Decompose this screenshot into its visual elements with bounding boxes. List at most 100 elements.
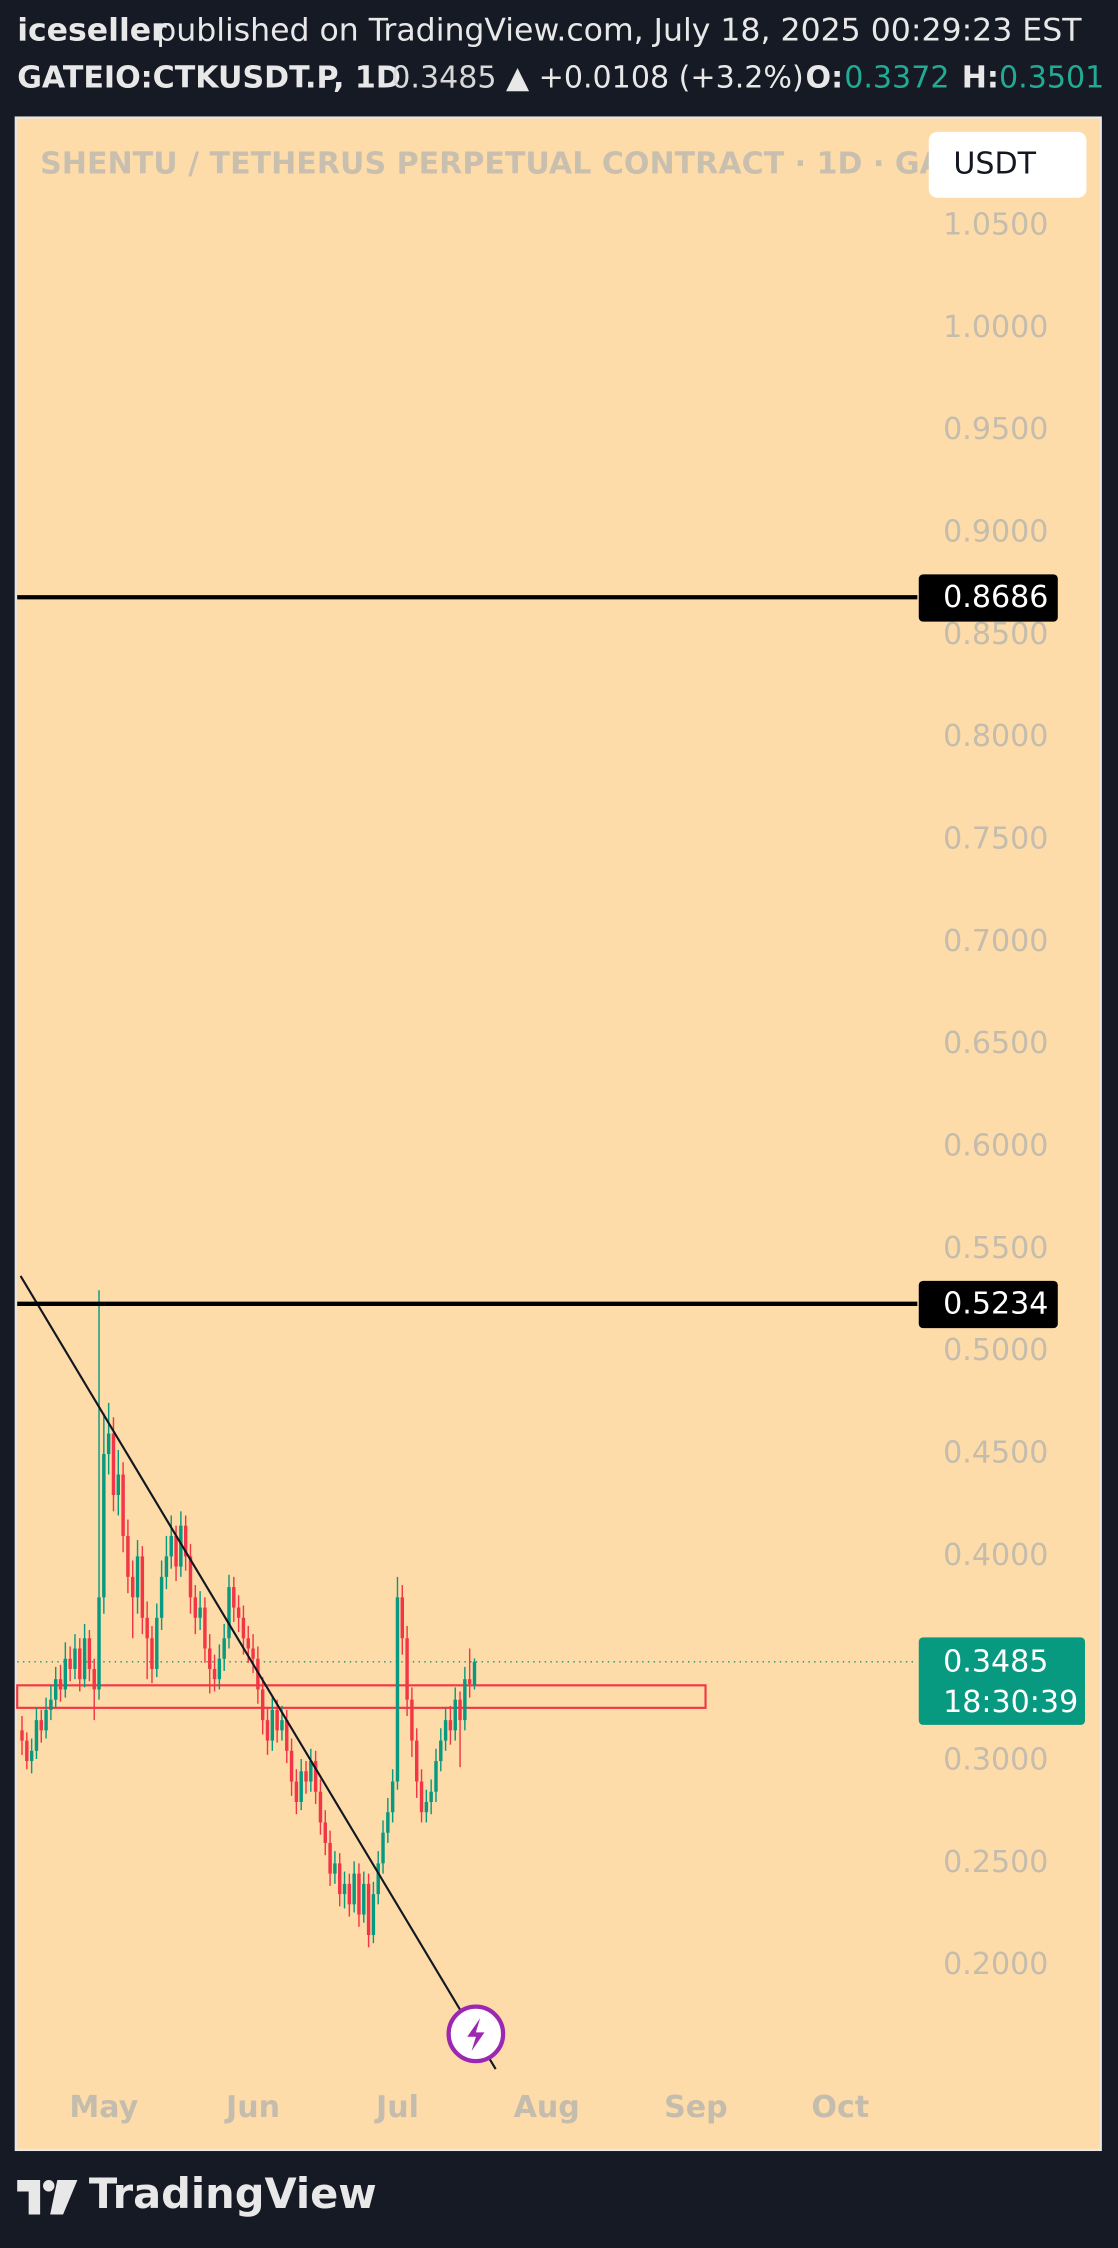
y-tick-label: 0.7500	[943, 822, 1048, 857]
candle-body	[44, 1709, 48, 1731]
symbol: GATEIO:CTKUSDT.P, 1D	[17, 60, 401, 95]
y-tick-label: 0.5500	[943, 1231, 1048, 1266]
candle-body	[410, 1699, 414, 1741]
candle-body	[439, 1740, 443, 1762]
logo-mark	[17, 2180, 41, 2215]
chart-panel	[14, 116, 1102, 2152]
chart-title: SHENTU / TETHERUS PERPETUAL CONTRACT · 1…	[40, 146, 981, 181]
candle-body	[381, 1832, 385, 1864]
candle-body	[299, 1771, 303, 1802]
price-line-label: 0.5234	[943, 1287, 1048, 1322]
candle-body	[193, 1597, 198, 1618]
candle-body	[34, 1720, 39, 1751]
candle-body	[179, 1525, 183, 1567]
logo-mark	[50, 2180, 78, 2215]
x-tick-label: Jun	[224, 2090, 280, 2125]
candle-body	[419, 1781, 424, 1813]
currency-button[interactable]	[928, 131, 1087, 198]
x-tick-label: Aug	[514, 2090, 580, 2125]
y-tick-label: 0.9500	[943, 412, 1048, 447]
candle-body	[342, 1883, 347, 1895]
candle-body	[232, 1587, 236, 1608]
candle-body	[260, 1689, 265, 1721]
candle-body	[102, 1454, 106, 1598]
candle-body	[443, 1720, 448, 1741]
x-tick-label: Sep	[664, 2090, 728, 2125]
candle-body	[313, 1761, 318, 1792]
candle-body	[285, 1720, 289, 1751]
countdown: 18:30:39	[943, 1685, 1078, 1720]
candle-body	[376, 1863, 380, 1895]
candle-body	[400, 1597, 405, 1639]
last-price-label: 0.3485	[943, 1645, 1048, 1680]
candle-body	[294, 1781, 299, 1802]
candle-body	[328, 1842, 332, 1874]
candle-body	[453, 1699, 457, 1731]
candle-body	[183, 1525, 188, 1557]
x-tick-label: Oct	[811, 2090, 869, 2125]
y-tick-label: 0.9000	[943, 515, 1048, 550]
candle-body	[20, 1730, 24, 1741]
candle-body	[390, 1781, 395, 1813]
candle-body	[448, 1720, 453, 1731]
candle-body	[270, 1709, 275, 1741]
candle-body	[174, 1535, 178, 1567]
candle-body	[78, 1648, 82, 1680]
candle-body	[405, 1638, 409, 1700]
brand: TradingView	[89, 2169, 377, 2218]
candle-body	[467, 1679, 472, 1684]
candle-body	[352, 1873, 356, 1905]
candle-body	[63, 1658, 68, 1690]
y-tick-label: 1.0000	[943, 310, 1048, 345]
candle-body	[121, 1474, 125, 1536]
candle-body	[212, 1668, 217, 1680]
y-tick-label: 0.8000	[943, 719, 1048, 754]
candle-body	[68, 1658, 72, 1669]
y-tick-label: 0.5000	[943, 1333, 1048, 1368]
price-line-label: 0.8686	[943, 580, 1048, 615]
y-tick-label: 0.4500	[943, 1436, 1048, 1471]
candle-body	[217, 1658, 222, 1680]
open-label: O:	[806, 60, 844, 95]
candle-body	[208, 1648, 212, 1669]
candle-body	[246, 1638, 250, 1649]
candle-body	[386, 1812, 390, 1833]
candle-body	[395, 1597, 400, 1782]
candle-body	[415, 1740, 419, 1782]
candle-body	[145, 1617, 149, 1639]
change: ▲ +0.0108 (+3.2%)	[506, 60, 804, 95]
candle-body	[227, 1587, 231, 1639]
candle-body	[318, 1791, 323, 1823]
y-tick-label: 0.7000	[943, 924, 1048, 959]
y-tick-label: 0.3000	[943, 1743, 1048, 1778]
candle-body	[29, 1750, 34, 1762]
candle-body	[337, 1863, 342, 1895]
candle-body	[164, 1556, 169, 1577]
high-label: H:	[962, 60, 999, 95]
published: published on TradingView.com, July 18, 2…	[156, 13, 1082, 49]
logo-mark	[43, 2180, 55, 2192]
candle-body	[323, 1822, 327, 1843]
candle-body	[131, 1576, 135, 1598]
candle-body	[159, 1576, 164, 1618]
candle-body	[135, 1556, 140, 1598]
candle-body	[251, 1648, 255, 1659]
plot: 0.20000.25000.30000.35000.40000.45000.50…	[16, 208, 1086, 2125]
y-tick-label: 0.8500	[943, 617, 1048, 652]
y-tick-label: 0.6500	[943, 1026, 1048, 1061]
candle-body	[25, 1740, 29, 1762]
open-value: 0.3372	[844, 60, 949, 95]
candle-body	[424, 1801, 429, 1813]
candle-body	[241, 1617, 246, 1639]
candle-body	[58, 1679, 63, 1690]
candle-body	[73, 1648, 77, 1669]
candle-body	[116, 1474, 121, 1495]
candle-body	[53, 1679, 58, 1700]
candle-body	[357, 1873, 361, 1915]
event-icon-bolt	[467, 2018, 485, 2052]
y-tick-label: 0.2500	[943, 1845, 1048, 1880]
last-price-tag	[918, 1637, 1086, 1725]
candle-body	[371, 1894, 376, 1936]
currency-label[interactable]: USDT	[953, 146, 1036, 181]
candle-body	[309, 1761, 313, 1782]
